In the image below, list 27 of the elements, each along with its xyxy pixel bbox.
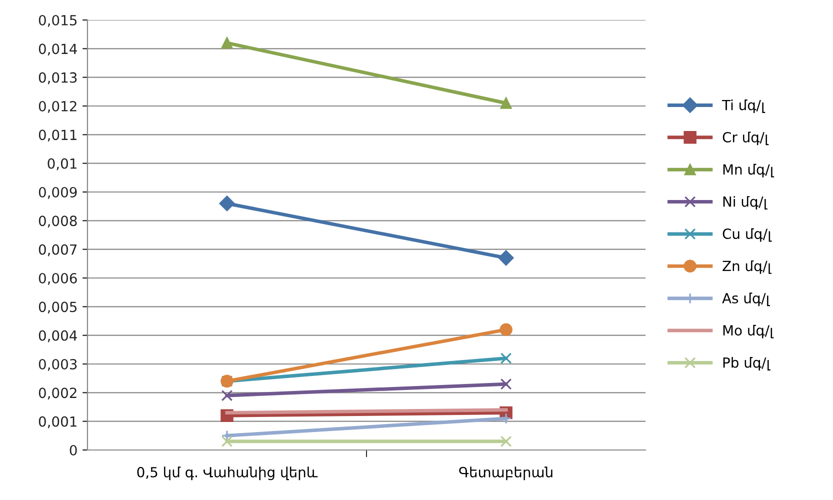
y-tick-label: 0,014 xyxy=(38,44,77,56)
legend-label: Mo մգ/լ xyxy=(723,324,774,338)
x-tick-label: 0,5 կմ գ. Վահանից վերև xyxy=(137,466,318,480)
legend-label: Ni մգ/լ xyxy=(723,196,768,210)
y-tick-label: 0,01 xyxy=(48,158,76,170)
legend-label: Pb մգ/լ xyxy=(723,357,770,370)
y-tick-label: 0 xyxy=(70,444,77,456)
y-tick-label: 0,005 xyxy=(38,302,77,314)
y-tick-label: 0,012 xyxy=(38,100,76,113)
y-tick-label: 0,009 xyxy=(38,186,77,199)
legend-label: Zn մգ/լ xyxy=(722,260,772,274)
y-tick-label: 0,006 xyxy=(38,272,77,285)
legend-label: As մգ/լ xyxy=(722,292,770,306)
y-tick-label: 0,015 xyxy=(38,14,77,27)
legend-label: Cu մգ/լ xyxy=(722,228,772,242)
legend-label: Cr մգ/լ xyxy=(722,132,769,146)
y-tick-label: 0,004 xyxy=(38,330,77,342)
y-tick-label: 0,002 xyxy=(38,388,76,400)
y-tick-label: 0,008 xyxy=(38,216,77,228)
x-tick-label: Գետաբերան xyxy=(459,466,552,480)
y-tick-label: 0,007 xyxy=(38,244,77,256)
y-tick-label: 0,011 xyxy=(38,130,76,142)
legend-label: Ti մգ/լ xyxy=(722,100,766,113)
y-tick-label: 0,001 xyxy=(38,416,76,428)
y-tick-label: 0,003 xyxy=(38,358,77,371)
y-tick-label: 0,013 xyxy=(38,72,77,84)
legend-label: Mn մգ/լ xyxy=(723,164,774,178)
